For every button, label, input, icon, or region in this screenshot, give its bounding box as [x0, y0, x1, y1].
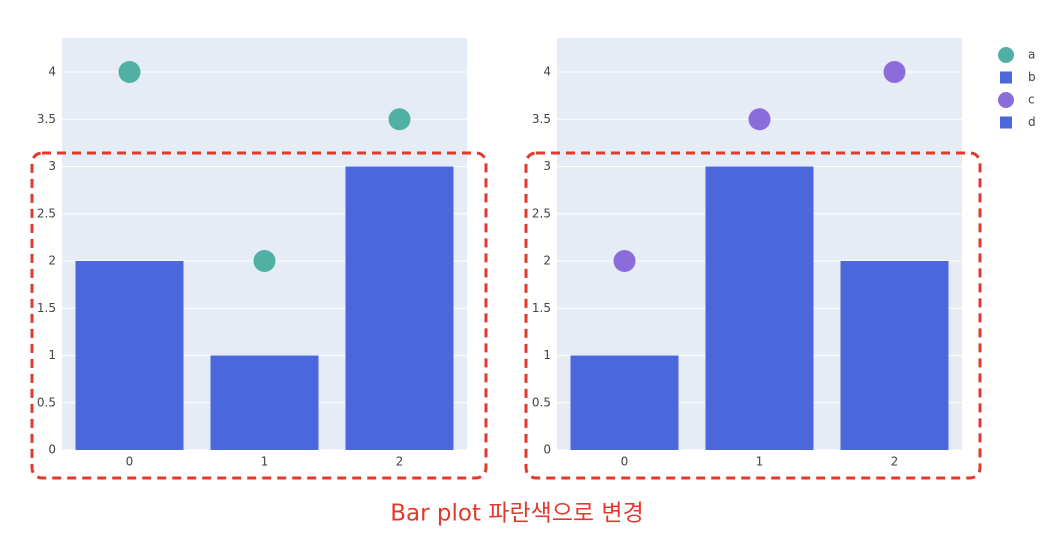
y-tick-label: 3.5: [532, 112, 551, 126]
y-tick-label: 0: [48, 443, 56, 457]
x-tick-label: 0: [126, 455, 134, 469]
x-tick-label: 2: [396, 455, 404, 469]
marker: [748, 108, 771, 131]
bar: [570, 355, 679, 450]
legend-marker: [998, 47, 1014, 63]
x-tick-label: 2: [891, 455, 899, 469]
marker: [253, 250, 276, 273]
y-tick-label: 4: [543, 65, 551, 79]
bar: [75, 261, 184, 450]
x-tick-label: 1: [756, 455, 764, 469]
marker: [118, 61, 141, 84]
highlight-box: [30, 151, 488, 480]
y-tick-label: 2: [543, 254, 551, 268]
y-tick-label: 3.5: [37, 112, 56, 126]
y-tick-label: 1.5: [37, 301, 56, 315]
y-tick-label: 2.5: [37, 206, 56, 220]
bar: [840, 261, 949, 450]
marker: [613, 250, 636, 273]
y-tick-label: 0.5: [532, 395, 551, 409]
y-tick-label: 0: [543, 443, 551, 457]
y-tick-label: 0.5: [37, 395, 56, 409]
legend-label: c: [1028, 93, 1035, 107]
highlight-box: [524, 151, 982, 480]
y-tick-label: 1: [543, 348, 551, 362]
legend-label: a: [1028, 48, 1035, 62]
y-tick-label: 3: [48, 159, 56, 173]
y-tick-label: 2: [48, 254, 56, 268]
x-tick-label: 0: [621, 455, 629, 469]
y-tick-label: 1.5: [532, 301, 551, 315]
marker: [388, 108, 411, 131]
y-tick-label: 3: [543, 159, 551, 173]
legend-marker: [1000, 116, 1012, 129]
legend-marker: [998, 92, 1014, 108]
y-tick-label: 4: [48, 65, 56, 79]
bar: [705, 166, 814, 450]
y-tick-label: 2.5: [532, 206, 551, 220]
legend-marker: [1000, 71, 1012, 84]
x-tick-label: 1: [261, 455, 269, 469]
legend-label: d: [1028, 115, 1036, 129]
annotation: Bar plot 파란색으로 변경: [390, 501, 643, 527]
bar: [345, 166, 454, 450]
legend-label: b: [1028, 70, 1036, 84]
marker: [883, 61, 906, 84]
y-tick-label: 1: [48, 348, 56, 362]
bar: [210, 355, 319, 450]
